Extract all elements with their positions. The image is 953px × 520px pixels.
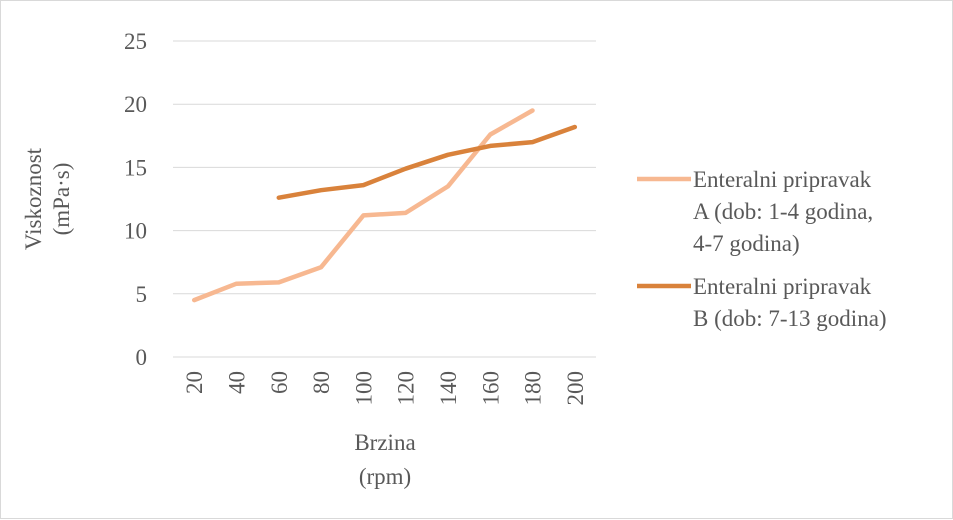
legend-label: Enteralni pripravak [693,274,872,299]
x-tick-label: 160 [478,371,503,406]
series-lines [194,110,575,300]
legend-label: B (dob: 7-13 godina) [693,306,887,331]
x-tick-label: 200 [563,371,588,406]
x-tick-label: 100 [351,371,376,406]
y-tick-label: 15 [124,155,147,180]
x-axis-title-line: Brzina [354,430,415,455]
y-tick-labels: 0 5 10 15 20 25 [124,29,147,370]
y-tick-label: 25 [124,29,147,54]
legend-label: A (dob: 1-4 godina, [693,199,873,224]
x-tick-label: 40 [224,371,249,394]
y-tick-label: 20 [124,92,147,117]
series-line-b [279,127,575,198]
x-axis-title-line: (rpm) [359,464,411,489]
y-tick-label: 0 [136,345,148,370]
x-tick-labels: 20 40 60 80 100 120 140 160 180 200 [182,371,588,406]
x-tick-label: 20 [182,371,207,394]
x-tick-label: 120 [394,371,419,406]
legend-label: Enteralni pripravak [693,167,872,192]
x-tick-label: 80 [309,371,334,394]
legend-label: 4-7 godina) [693,231,800,256]
legend: Enteralni pripravak A (dob: 1-4 godina, 4-… [637,167,887,331]
x-axis-label: Brzina (rpm) [354,430,415,489]
series-line-a [194,111,532,301]
x-tick-label: 140 [436,371,461,406]
y-axis-title: Viskoznost(mPa·s) [21,147,74,250]
y-axis-title-line: (mPa·s) [49,163,74,236]
y-axis-label: Viskoznost(mPa·s) [21,147,74,250]
y-tick-label: 5 [136,282,148,307]
gridlines [173,41,596,357]
x-tick-label: 60 [267,371,292,394]
y-axis-title-line: Viskoznost [21,147,46,250]
x-tick-label: 180 [521,371,546,406]
y-tick-label: 10 [124,219,147,244]
